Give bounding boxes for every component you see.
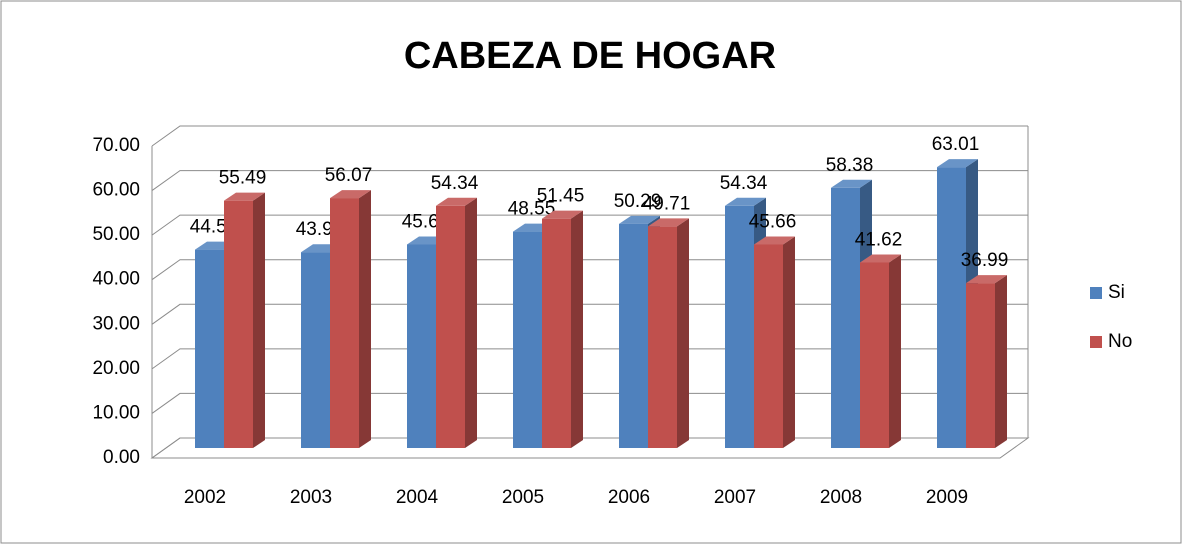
data-label: 58.38 <box>826 155 874 176</box>
bar <box>195 249 224 448</box>
bar-top <box>725 197 766 206</box>
bar-side <box>465 197 477 448</box>
bar-side <box>359 190 371 448</box>
bar-top <box>966 275 1007 284</box>
y-tick-label: 30.00 <box>92 313 140 334</box>
legend-label: Si <box>1108 282 1125 303</box>
x-tick-label: 2005 <box>502 487 544 508</box>
y-tick-label: 40.00 <box>92 269 140 290</box>
bar <box>542 218 571 448</box>
x-tick-label: 2003 <box>290 487 332 508</box>
bar <box>224 200 253 448</box>
grid-line <box>151 125 1028 147</box>
bar-top <box>937 159 978 168</box>
data-label: 50.29 <box>614 191 662 212</box>
bar-side <box>783 236 795 448</box>
legend-label: No <box>1108 331 1132 352</box>
y-tick-label: 70.00 <box>92 135 140 156</box>
data-label: 36.99 <box>961 250 1009 271</box>
bar <box>937 167 966 448</box>
x-tick-label: 2009 <box>926 487 968 508</box>
bar-top <box>619 215 660 224</box>
y-tick-label: 20.00 <box>92 358 140 379</box>
data-label: 48.55 <box>508 199 556 220</box>
bar <box>407 244 436 448</box>
bar <box>330 198 359 448</box>
x-tick-label: 2007 <box>714 487 756 508</box>
bar <box>860 262 889 448</box>
bar-side <box>253 192 265 448</box>
bar-side <box>995 275 1007 448</box>
data-label: 54.34 <box>720 173 768 194</box>
y-tick-label: 10.00 <box>92 402 140 423</box>
x-tick-label: 2002 <box>184 487 226 508</box>
y-tick-label: 50.00 <box>92 224 140 245</box>
grid-line <box>151 170 1028 191</box>
bar-top <box>648 218 689 227</box>
bar-top <box>330 190 371 199</box>
bar <box>754 244 783 448</box>
bar <box>831 187 860 449</box>
y-tick-label: 60.00 <box>92 180 140 201</box>
bar-side <box>677 218 689 448</box>
bar <box>513 231 542 448</box>
x-tick-label: 2006 <box>608 487 650 508</box>
bar-side <box>571 210 583 448</box>
y-tick-label: 0.00 <box>103 447 140 468</box>
bar-top <box>436 197 477 206</box>
legend-swatch <box>1090 287 1102 299</box>
data-label: 54.34 <box>431 173 479 194</box>
data-label: 56.07 <box>325 165 373 186</box>
bar <box>301 252 330 448</box>
data-label: 55.49 <box>219 168 267 189</box>
bar <box>966 283 995 448</box>
bar <box>436 205 465 448</box>
bar <box>725 205 754 448</box>
bar-side <box>889 254 901 448</box>
bar-top <box>860 254 901 263</box>
data-label: 51.45 <box>537 186 585 207</box>
legend-swatch <box>1090 336 1102 348</box>
bar-top <box>831 179 872 188</box>
bar-top <box>224 192 265 201</box>
x-tick-label: 2004 <box>396 487 439 508</box>
bar <box>648 226 677 448</box>
bar-top <box>754 236 795 245</box>
data-label: 49.71 <box>643 193 691 214</box>
bar <box>619 223 648 448</box>
data-label: 41.62 <box>855 230 903 251</box>
data-label: 45.66 <box>749 212 797 233</box>
bar-top <box>542 210 583 219</box>
data-label: 63.01 <box>932 134 980 155</box>
x-tick-label: 2008 <box>820 487 862 508</box>
chart-title: CABEZA DE HOGAR <box>404 35 776 77</box>
